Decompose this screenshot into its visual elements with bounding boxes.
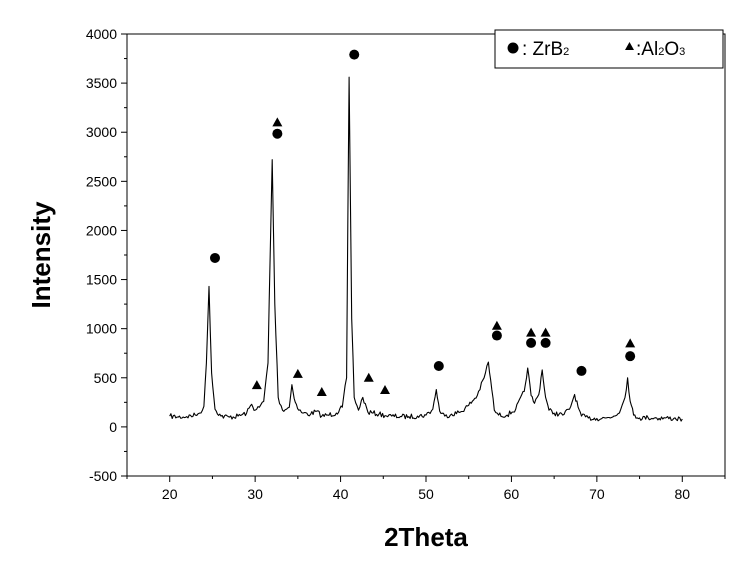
legend: : ZrB2 :Al2O3 — [494, 29, 724, 69]
y-tick-label: 4000 — [86, 26, 117, 42]
x-tick-label: 40 — [333, 486, 349, 502]
zrb2-peak-marker — [491, 330, 502, 341]
x-axis-title: 2Theta — [384, 522, 468, 552]
y-tick-label: 1500 — [86, 272, 117, 288]
x-tick-label: 30 — [247, 486, 263, 502]
zrb2-peak-marker — [272, 128, 283, 139]
al2o3-peak-marker — [540, 327, 551, 337]
al2o3-peak-marker — [272, 117, 283, 127]
zrb2-peak-marker — [526, 337, 537, 348]
y-tick-label: -500 — [89, 468, 117, 484]
y-axis-title: Intensity — [26, 201, 56, 308]
legend-label-al2o3: :Al2O3 — [636, 39, 685, 60]
x-axis: 20 30 40 50 60 70 80 — [126, 476, 726, 502]
peak-markers — [209, 49, 636, 397]
al2o3-peak-marker — [379, 385, 390, 395]
y-axis: -500 0 500 1000 1500 2000 2500 3000 3500 4000 — [86, 26, 127, 484]
x-tick-label: 70 — [589, 486, 605, 502]
legend-circle-marker — [507, 42, 519, 54]
y-tick-label: 2000 — [86, 222, 117, 238]
y-tick-label: 1000 — [86, 321, 117, 337]
intensity-series-line — [169, 76, 683, 422]
legend-triangle-marker — [625, 42, 634, 50]
zrb2-peak-marker — [576, 365, 587, 376]
x-tick-label: 60 — [504, 486, 520, 502]
zrb2-peak-marker — [433, 360, 444, 371]
y-tick-label: 0 — [109, 419, 117, 435]
x-tick-label: 20 — [162, 486, 178, 502]
zrb2-peak-marker — [349, 49, 360, 60]
legend-label-zrb2: : ZrB2 — [522, 39, 569, 60]
zrb2-peak-marker — [625, 351, 636, 362]
al2o3-peak-marker — [251, 380, 262, 390]
zrb2-peak-marker — [209, 252, 220, 263]
x-tick-label: 80 — [674, 486, 690, 502]
legend-box — [494, 29, 724, 69]
zrb2-peak-marker — [540, 337, 551, 348]
x-tick-label: 50 — [418, 486, 434, 502]
y-tick-label: 3500 — [86, 75, 117, 91]
y-tick-label: 3000 — [86, 124, 117, 140]
al2o3-peak-marker — [526, 327, 537, 337]
al2o3-peak-marker — [316, 387, 327, 397]
al2o3-peak-marker — [292, 368, 303, 378]
al2o3-peak-marker — [491, 320, 502, 330]
y-tick-label: 500 — [94, 370, 118, 386]
y-tick-label: 2500 — [86, 173, 117, 189]
al2o3-peak-marker — [625, 338, 636, 348]
al2o3-peak-marker — [363, 372, 374, 382]
